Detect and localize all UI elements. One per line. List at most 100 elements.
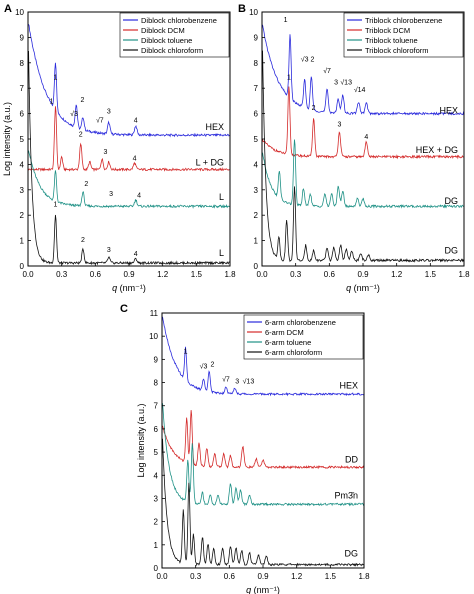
peak-index-label: 2 bbox=[84, 181, 88, 188]
x-axis-label: q (nm⁻¹) bbox=[246, 585, 280, 594]
peak-index-label: 4 bbox=[134, 117, 138, 124]
peak-index-label: √14 bbox=[354, 86, 366, 94]
peak-index-label: √7 bbox=[222, 375, 230, 383]
phase-label: L bbox=[219, 192, 224, 202]
phase-label: DD bbox=[345, 455, 358, 465]
peak-index-label: √7 bbox=[323, 67, 331, 75]
series-line-2 bbox=[28, 150, 230, 209]
y-tick-label: 10 bbox=[249, 8, 258, 17]
x-tick-label: 0.9 bbox=[357, 270, 369, 279]
phase-label: DG bbox=[445, 245, 459, 255]
legend-entry: 6-arm DCM bbox=[265, 328, 304, 337]
x-tick-label: 1.2 bbox=[157, 270, 169, 279]
peak-index-label: 1 bbox=[54, 201, 58, 208]
y-tick-label: 10 bbox=[15, 8, 24, 17]
x-tick-label: 0.0 bbox=[22, 270, 34, 279]
y-tick-label: 1 bbox=[154, 541, 159, 550]
series-line-2 bbox=[162, 403, 364, 507]
peak-index-label: 2 bbox=[80, 97, 84, 104]
legend-entry: 6-arm chloroform bbox=[265, 348, 322, 357]
y-tick-label: 9 bbox=[154, 355, 159, 364]
series-line-1 bbox=[162, 410, 364, 470]
y-tick-label: 4 bbox=[20, 160, 25, 169]
series-line-0 bbox=[162, 316, 364, 397]
x-tick-label: 0.6 bbox=[90, 270, 102, 279]
x-axis-label-unit: (nm⁻¹) bbox=[117, 283, 146, 293]
y-tick-label: 5 bbox=[254, 135, 259, 144]
peak-index-label: 2 bbox=[81, 237, 85, 244]
series-group bbox=[162, 316, 364, 567]
legend-entry: Diblock DCM bbox=[141, 26, 185, 35]
legend-box bbox=[343, 12, 464, 58]
series-group bbox=[28, 24, 230, 266]
peak-index-label: 1 bbox=[54, 74, 58, 81]
peak-index-label: 4 bbox=[134, 251, 138, 258]
peak-index-label: 4 bbox=[364, 134, 368, 141]
x-axis-label-q: q bbox=[112, 283, 117, 293]
x-tick-label: 0.9 bbox=[123, 270, 135, 279]
peak-index-label: 2 bbox=[211, 361, 215, 368]
peak-index-label: √13 bbox=[340, 78, 352, 86]
y-tick-label: 3 bbox=[20, 186, 25, 195]
peak-index-label: 1 bbox=[50, 98, 54, 105]
panel-label: B bbox=[238, 3, 246, 15]
phase-label: L bbox=[219, 248, 224, 258]
series-line-3 bbox=[262, 50, 464, 263]
y-axis-label: Log intensity (a.u.) bbox=[2, 102, 12, 176]
panel-b: B 0.0 0.3 0.6 0.9 1.2 1.5 1.8 0 1 2 3 4 5 6 7 8 9 10 q (nm⁻… bbox=[238, 3, 470, 293]
peak-index-label: 4 bbox=[137, 192, 141, 199]
y-tick-label: 2 bbox=[154, 518, 159, 527]
y-tick-label: 3 bbox=[154, 494, 159, 503]
x-tick-label: 0.9 bbox=[257, 572, 269, 581]
x-tick-label: 0.3 bbox=[290, 270, 302, 279]
peak-index-label: 3 bbox=[109, 191, 113, 198]
legend-entry: Triblock toluene bbox=[365, 36, 418, 45]
peak-index-label: √7 bbox=[96, 116, 104, 124]
y-tick-label: 11 bbox=[150, 309, 159, 318]
x-tick-label: 1.5 bbox=[425, 270, 437, 279]
y-tick-label: 7 bbox=[20, 84, 25, 93]
peak-index-label: 2 bbox=[312, 105, 316, 112]
peak-index-label: 3 bbox=[107, 109, 111, 116]
y-tick-label: 4 bbox=[154, 471, 159, 480]
panel-label: C bbox=[120, 303, 128, 315]
x-tick-label: 1.8 bbox=[458, 270, 470, 279]
y-tick-label: 6 bbox=[254, 110, 259, 119]
y-tick-label: 5 bbox=[20, 135, 25, 144]
y-tick-label: 8 bbox=[20, 59, 25, 68]
peak-index-label: 4 bbox=[133, 156, 137, 163]
peak-index-label: √3 bbox=[200, 363, 208, 371]
y-tick-label: 6 bbox=[20, 110, 25, 119]
y-tick-label: 3 bbox=[254, 186, 259, 195]
series-line-1 bbox=[28, 106, 230, 172]
peak-index-label: 3 bbox=[103, 149, 107, 156]
panel-label: A bbox=[4, 3, 12, 15]
y-tick-label: 4 bbox=[254, 160, 259, 169]
legend-entry: 6-arm chlorobenzene bbox=[265, 318, 336, 327]
y-tick-label: 9 bbox=[254, 33, 259, 42]
phase-label: DG bbox=[345, 548, 359, 558]
series-line-2 bbox=[262, 139, 464, 209]
x-axis-label-unit: (nm⁻¹) bbox=[251, 585, 280, 594]
peak-index-label: 3 bbox=[235, 379, 239, 386]
peak-index-label: √13 bbox=[243, 378, 255, 386]
y-tick-label: 2 bbox=[20, 211, 25, 220]
peak-index-label: 1 bbox=[284, 17, 288, 24]
peak-index-label: 3 bbox=[107, 247, 111, 254]
peak-index-label: 3 bbox=[337, 121, 341, 128]
legend-entry: Diblock chlorobenzene bbox=[141, 16, 217, 25]
legend-entry: 6-arm toluene bbox=[265, 338, 311, 347]
panel-c: C 0.0 0.3 0.6 0.9 1.2 1.5 1.8 0 1 2 3 4 5 6 7 8 9 10 11 q (n… bbox=[120, 303, 370, 594]
x-tick-label: 0.3 bbox=[190, 572, 202, 581]
x-tick-label: 0.6 bbox=[224, 572, 236, 581]
y-tick-label: 10 bbox=[149, 332, 158, 341]
x-tick-label: 0.0 bbox=[256, 270, 268, 279]
phase-label: DG bbox=[445, 196, 459, 206]
phase-label: HEX bbox=[205, 122, 224, 132]
series-line-1 bbox=[262, 86, 464, 160]
series-line-0 bbox=[262, 24, 464, 116]
legend-entry: Triblock chloroform bbox=[365, 46, 429, 55]
